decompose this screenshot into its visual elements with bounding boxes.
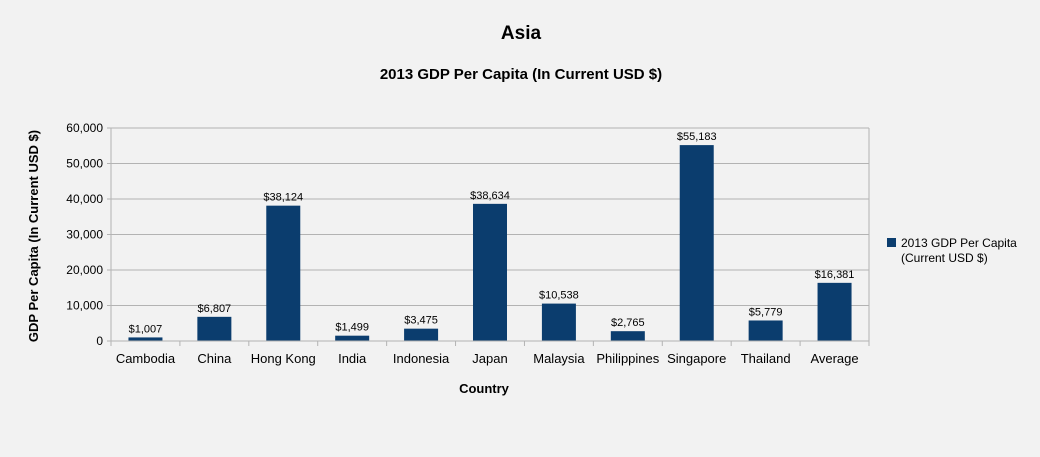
legend-swatch <box>887 238 896 247</box>
chart-title: Asia <box>501 23 542 44</box>
data-label: $1,499 <box>335 322 369 334</box>
category-label: Cambodia <box>116 351 176 366</box>
data-label: $16,381 <box>815 269 855 281</box>
data-label: $5,779 <box>749 306 783 318</box>
data-label: $6,807 <box>198 303 232 315</box>
bars <box>128 145 852 341</box>
category-label: Singapore <box>667 351 726 366</box>
y-tick-label: 30,000 <box>66 228 103 242</box>
y-tick-label: 10,000 <box>66 299 103 313</box>
category-label: India <box>338 351 367 366</box>
legend: 2013 GDP Per Capita (Current USD $) <box>887 236 1017 265</box>
bar <box>541 303 576 341</box>
category-label: Japan <box>472 351 507 366</box>
category-label: China <box>197 351 232 366</box>
bar <box>128 337 163 341</box>
bar <box>817 282 852 341</box>
data-label: $1,007 <box>129 323 163 335</box>
y-axis-label: GDP Per Capita (In Current USD $) <box>26 130 41 342</box>
y-tick-label: 50,000 <box>66 157 103 171</box>
y-axis-ticks: 0 10,000 20,000 30,000 40,000 50,000 60,000 <box>66 121 111 348</box>
x-axis-label: Country <box>459 381 510 396</box>
category-label: Philippines <box>596 351 659 366</box>
y-tick-label: 40,000 <box>66 192 103 206</box>
data-label: $3,475 <box>404 315 438 327</box>
category-label: Average <box>810 351 858 366</box>
data-label: $10,538 <box>539 290 579 302</box>
bar <box>197 316 232 341</box>
x-axis-categories: Cambodia China Hong Kong India Indonesia Japa… <box>116 351 859 366</box>
bar <box>404 328 439 341</box>
category-label: Indonesia <box>393 351 450 366</box>
data-label: $55,183 <box>677 131 717 143</box>
y-tick-label: 20,000 <box>66 263 103 277</box>
data-labels: $1,007 $6,807 $38,124 $1,499 $3,475 $38,634 $1… <box>129 131 855 335</box>
bar <box>473 203 507 341</box>
bar <box>679 145 714 341</box>
bar <box>748 320 783 341</box>
data-label: $38,124 <box>263 192 303 204</box>
chart-subtitle: 2013 GDP Per Capita (In Current USD $) <box>380 66 662 83</box>
bar <box>610 331 645 341</box>
legend-label-line-2: (Current USD $) <box>901 251 988 265</box>
legend-label-line-1: 2013 GDP Per Capita <box>901 236 1017 250</box>
y-tick-label: 0 <box>96 334 103 348</box>
data-label: $38,634 <box>470 190 510 202</box>
bar <box>266 205 301 341</box>
category-label: Thailand <box>741 351 791 366</box>
axes <box>110 128 870 346</box>
bar <box>335 335 370 341</box>
category-label: Malaysia <box>533 351 585 366</box>
data-label: $2,765 <box>611 317 645 329</box>
y-tick-label: 60,000 <box>66 121 103 135</box>
category-label: Hong Kong <box>251 351 316 366</box>
